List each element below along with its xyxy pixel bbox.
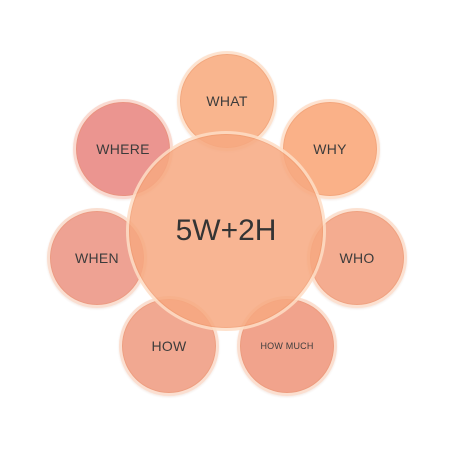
where-label: WHERE [96,141,150,157]
center-label: 5W+2H [175,214,277,247]
center-circle: 5W+2H [126,131,326,331]
why-label: WHY [313,141,347,157]
what-label: WHAT [206,93,248,109]
who-label: WHO [339,250,375,266]
how-much-label: HOW MUCH [260,340,314,351]
how-label: HOW [151,338,187,354]
when-label: WHEN [75,250,119,266]
